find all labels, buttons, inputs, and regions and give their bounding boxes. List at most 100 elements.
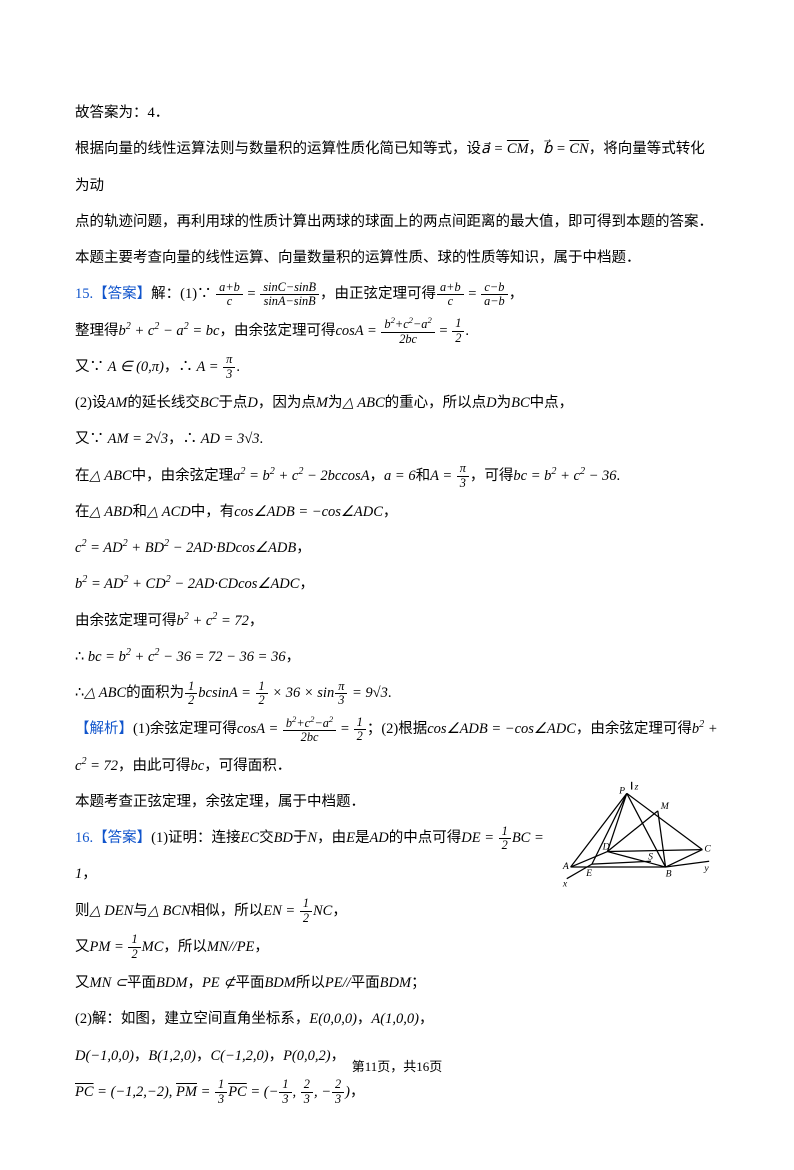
text: 和 [416, 468, 431, 484]
text: ，由此可得 [118, 758, 191, 774]
math-inline: △ BCN [148, 903, 191, 919]
q15-line5: 又∵ AM = 2√3，∴ AD = 3√3. [75, 421, 719, 457]
text: ， [286, 649, 301, 665]
math-inline: c2 = AD2 + BD2 − 2AD·BDcos∠ADB [75, 540, 296, 556]
text: . [388, 685, 392, 701]
text: ， [357, 1011, 372, 1027]
label-A: A [562, 861, 569, 872]
q15-analysis-line1: 【解析】(1)余弦定理可得cosA = b2+c2−a22bc = 12；(2)… [75, 711, 719, 747]
fraction: 23 [332, 1078, 344, 1106]
q16-line5: (2)解：如图，建立空间直角坐标系，E(0,0,0)，A(1,0,0)， [75, 1001, 719, 1037]
text: . [260, 431, 264, 447]
q15-line12: ∴△ ABC的面积为12bcsinA = 12 × 36 × sinπ3 = 9… [75, 675, 719, 711]
q15-line8: c2 = AD2 + BD2 − 2AD·BDcos∠ADB， [75, 530, 719, 566]
text: 的面积为 [126, 685, 184, 701]
math-inline: △ ABC [84, 685, 126, 701]
q15-line6: 在△ ABC中，由余弦定理a2 = b2 + c2 − 2bccosA，a = … [75, 458, 719, 494]
text: 所以 [296, 975, 325, 991]
text: 中，有 [191, 504, 235, 520]
text: (1)证明：连接 [151, 830, 240, 846]
q15-line2: 整理得b2 + c2 − a2 = bc，由余弦定理可得cosA = b2+c2… [75, 313, 719, 349]
math-inline: bc = b2 + c2 − 36 [513, 468, 616, 484]
fraction: a+bc [216, 281, 243, 309]
math-inline: A = [430, 468, 456, 484]
math-inline: D [486, 395, 496, 411]
math-inline: AM [106, 395, 127, 411]
q15-line10: 由余弦定理可得b2 + c2 = 72， [75, 603, 719, 639]
text: ，可得面积． [204, 758, 291, 774]
math-inline: a⃗ = CM [481, 141, 529, 157]
text: (2)设 [75, 395, 106, 411]
paragraph-explanation: 点的轨迹问题，再利用球的性质计算出两球的球面上的两点间距离的最大值，即可得到本题… [75, 204, 719, 240]
text: = [465, 286, 480, 302]
paragraph-explanation: 根据向量的线性运算法则与数量积的运算性质化简已知等式，设a⃗ = CM，b⃗ =… [75, 131, 719, 204]
text: ，由余弦定理可得 [576, 721, 692, 737]
math-inline: BDM [380, 975, 411, 991]
q15-line3: 又∵ A ∈ (0,π)，∴ A = π3. [75, 349, 719, 385]
fraction: 12 [354, 716, 366, 744]
math-inline: △ ABD [90, 504, 133, 520]
text: ， [383, 504, 398, 520]
text: 的延长线交 [127, 395, 200, 411]
text: 是 [355, 830, 370, 846]
paragraph-answer: 故答案为：4． [75, 95, 719, 131]
text: ；(2)根据 [367, 721, 427, 737]
math-inline: D [247, 395, 257, 411]
text: . [465, 323, 469, 339]
text: ， [419, 1011, 434, 1027]
text: ，∴ [164, 359, 197, 375]
text: 的重心，所以点 [385, 395, 487, 411]
text: 相似，所以 [191, 903, 264, 919]
fraction: b2+c2−a22bc [283, 715, 336, 745]
math-inline: cosA = [237, 721, 282, 737]
text: ， [332, 903, 347, 919]
math-inline: b2 = AD2 + CD2 − 2AD·CDcos∠ADC [75, 576, 299, 592]
math-inline: MN//PE [207, 939, 255, 955]
math-inline: , [293, 1084, 300, 1100]
text: ，可得 [470, 468, 514, 484]
text: ； [411, 975, 426, 991]
math-inline: DE = [461, 830, 497, 846]
text: = [244, 286, 259, 302]
math-inline: cos∠ADB = −cos∠ADC [427, 721, 576, 737]
text: ， [254, 939, 269, 955]
fraction: 12 [300, 897, 312, 925]
q16-line3: 又PM = 12MC，所以MN//PE， [75, 929, 719, 965]
text: . [236, 359, 240, 375]
label-D: D [602, 842, 610, 853]
label-z: z [634, 782, 639, 793]
q16-line7: PC = (−1,2,−2), PM = 13PC = (−13, 23, −2… [75, 1074, 719, 1110]
math-inline: AM = 2√3 [108, 431, 168, 447]
math-inline: △ ABC [342, 395, 384, 411]
text: ，所以 [163, 939, 207, 955]
fraction: a+bc [437, 281, 464, 309]
text: (2)解：如图，建立空间直角坐标系， [75, 1011, 309, 1027]
math-inline: b2 + c2 = 72 [177, 613, 249, 629]
math-inline: MC [142, 939, 164, 955]
fraction: c−ba−b [481, 281, 508, 309]
text: 又 [75, 975, 90, 991]
math-inline: M [316, 395, 328, 411]
math-inline: △ ACD [147, 504, 191, 520]
answer-marker: 16.【答案】 [75, 830, 151, 846]
text: (1)余弦定理可得 [133, 721, 237, 737]
text: ， [249, 613, 264, 629]
math-inline: AD [369, 830, 388, 846]
text: 则 [75, 903, 90, 919]
math-inline: PE// [325, 975, 351, 991]
text: 于 [293, 830, 308, 846]
paragraph-summary: 本题主要考查向量的线性运算、向量数量积的运算性质、球的性质等知识，属于中档题． [75, 240, 719, 276]
math-inline: EN = [263, 903, 299, 919]
q15-analysis-line2: c2 = 72，由此可得bc，可得面积． [75, 748, 719, 784]
math-inline: △ DEN [90, 903, 134, 919]
math-inline: MN ⊂ [90, 975, 128, 991]
math-inline: b⃗ = CN [543, 141, 589, 157]
text: 为 [328, 395, 343, 411]
text: ， [529, 141, 544, 157]
fraction: 12 [185, 680, 197, 708]
text: 交 [259, 830, 274, 846]
text: ∴ [75, 685, 84, 701]
label-P: P [618, 785, 625, 796]
q15-line11: ∴ bc = b2 + c2 − 36 = 72 − 36 = 36， [75, 639, 719, 675]
math-inline: A ∈ (0,π) [108, 359, 164, 375]
